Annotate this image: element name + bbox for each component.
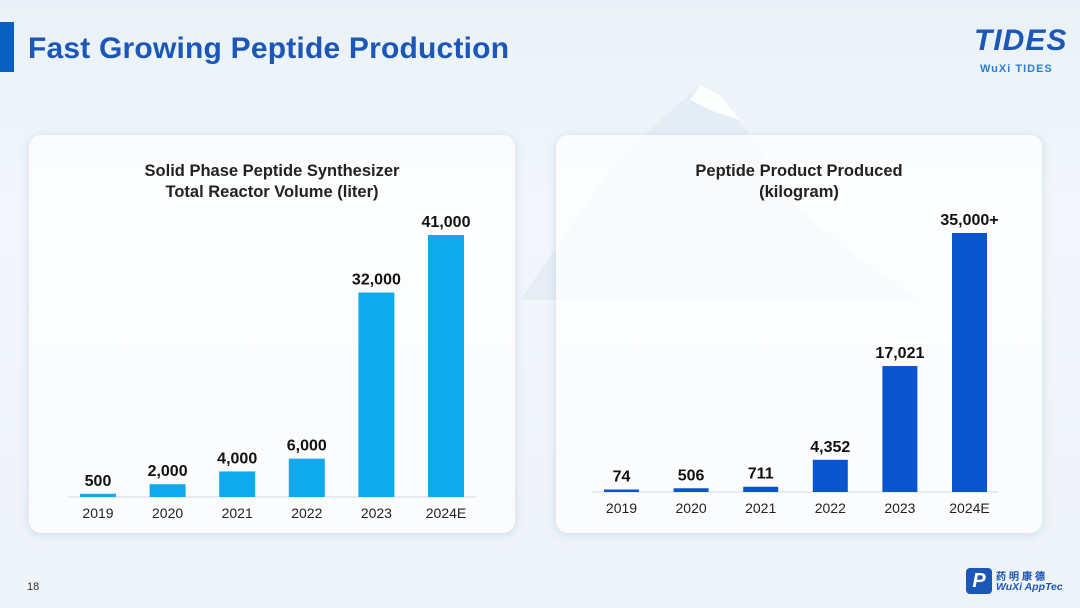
reactor-bar-2019	[80, 493, 116, 497]
product-bar-2023	[882, 366, 918, 492]
reactor-bar-2022	[288, 458, 325, 497]
reactor-data-label-2023: 32,000	[352, 272, 401, 289]
product-x-tick-2021: 2021	[745, 500, 776, 516]
product-data-label-2020: 506	[678, 467, 705, 484]
product-x-tick-2024E: 2024E	[949, 500, 989, 516]
wuxi-apptec-logo: P 药明康德 WuXi AppTec	[966, 566, 1066, 596]
page-number: 18	[27, 581, 40, 593]
reactor-data-label-2022: 6,000	[287, 438, 327, 455]
product-produced-bar-chart: 74 2019 506 2020 711 2021 4,352 2022 17,021 2023 3…	[592, 212, 999, 516]
wuxi-tides-logo: TIDES WuXi TIDES	[974, 24, 1066, 78]
reactor-data-label-2024E: 41,000	[422, 214, 471, 231]
product-data-label-2021: 711	[748, 466, 774, 483]
product-data-label-2022: 4,352	[810, 439, 850, 456]
reactor-volume-bar-chart: 500 2019 2,000 2020 4,000 2021 6,000 2022 32,000…	[68, 214, 476, 521]
product-bar-2024E	[952, 233, 987, 492]
reactor-chart-title-line-2: Total Reactor Volume (liter)	[165, 183, 379, 201]
product-x-tick-2023: 2023	[884, 500, 915, 516]
reactor-bar-2021	[219, 471, 256, 497]
product-data-label-2019: 74	[613, 469, 631, 486]
reactor-x-tick-2019: 2019	[82, 505, 113, 521]
product-x-tick-2019: 2019	[606, 500, 637, 516]
reactor-chart-title-line-1: Solid Phase Peptide Synthesizer	[144, 162, 400, 180]
apptec-logo-chinese: 药明康德	[996, 572, 1048, 583]
product-chart-title-line-2: (kilogram)	[759, 183, 839, 201]
reactor-bar-2020	[149, 484, 186, 497]
product-data-label-2024E: 35,000+	[940, 212, 998, 229]
reactor-data-label-2021: 4,000	[217, 450, 257, 467]
reactor-volume-chart-panel: Solid Phase Peptide Synthesizer Total Re…	[29, 135, 515, 533]
product-produced-chart-panel: Peptide Product Produced (kilogram) 74 20…	[556, 135, 1042, 533]
reactor-bar-2023	[358, 292, 395, 497]
product-data-label-2023: 17,021	[875, 345, 924, 362]
tides-logo-word: TIDES	[974, 24, 1068, 57]
title-accent-bar	[0, 22, 14, 72]
product-chart-title-line-1: Peptide Product Produced	[695, 162, 903, 180]
product-bar-2022	[812, 459, 848, 492]
reactor-x-tick-2022: 2022	[291, 505, 322, 521]
product-x-tick-2020: 2020	[676, 500, 707, 516]
product-bar-2020	[673, 488, 709, 492]
tides-logo-sub: WuXi TIDES	[980, 63, 1053, 75]
product-bar-2019	[604, 489, 639, 492]
reactor-bar-2024E	[428, 235, 464, 497]
product-x-tick-2022: 2022	[815, 500, 846, 516]
reactor-data-label-2019: 500	[85, 473, 112, 490]
reactor-x-tick-2021: 2021	[222, 505, 253, 521]
reactor-x-tick-2024E: 2024E	[426, 505, 466, 521]
page-title: Fast Growing Peptide Production	[28, 32, 510, 65]
reactor-x-tick-2020: 2020	[152, 505, 183, 521]
reactor-x-tick-2023: 2023	[361, 505, 392, 521]
apptec-logo-mark: P	[966, 568, 992, 594]
apptec-logo-english: WuXi AppTec	[996, 581, 1063, 593]
product-bar-2021	[743, 486, 779, 492]
reactor-data-label-2020: 2,000	[148, 463, 188, 480]
